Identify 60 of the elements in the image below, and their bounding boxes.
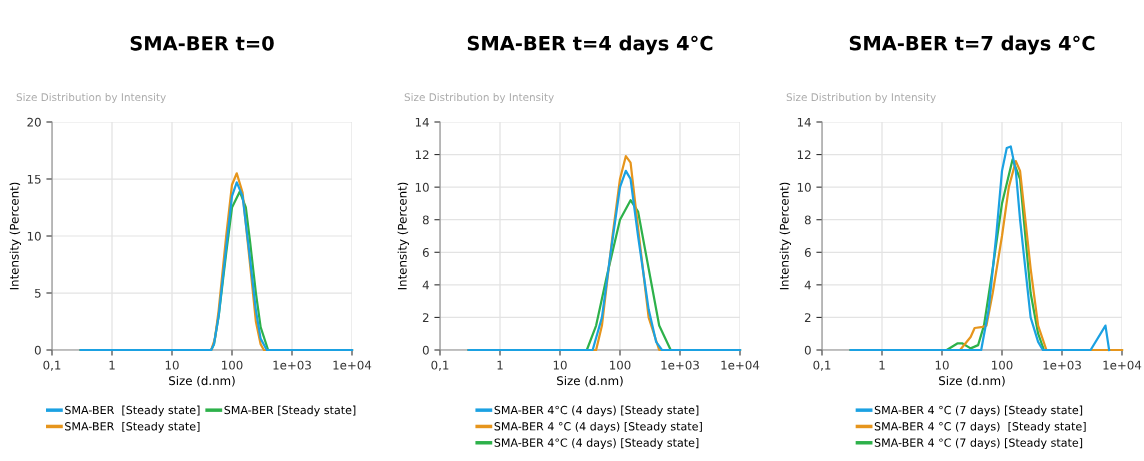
- x-tick-label: 1e+03: [1043, 360, 1081, 370]
- chart-title: SMA-BER t=4 days 4°C: [467, 35, 713, 55]
- legend-label: SMA-BER 4 °C (4 days) [Steady state]: [494, 421, 702, 433]
- chart-subtitle: Size Distribution by Intensity: [16, 93, 166, 104]
- y-tick-label: 10: [415, 182, 429, 192]
- x-tick-label: 1e+03: [273, 360, 311, 370]
- x-tick-label: 100: [222, 360, 243, 370]
- legend-label: SMA-BER 4°C (4 days) [Steady state]: [494, 438, 699, 449]
- x-tick-label: 10: [165, 360, 179, 370]
- y-tick-label: 0: [804, 345, 811, 355]
- y-tick-label: 4: [422, 280, 429, 290]
- y-tick-label: 8: [804, 215, 811, 225]
- y-tick-label: 20: [27, 117, 41, 127]
- chart-title: SMA-BER t=7 days 4°C: [849, 35, 1095, 55]
- y-tick-label: 0: [34, 345, 41, 355]
- chart-title: SMA-BER t=0: [130, 35, 274, 51]
- x-axis-title: Size (d.nm): [169, 376, 235, 387]
- y-tick-label: 12: [415, 150, 429, 160]
- y-axis-title: Intensity (Percent): [397, 182, 410, 290]
- y-tick-label: 2: [422, 313, 429, 322]
- x-tick-label: 0,1: [813, 360, 831, 371]
- x-tick-label: 1: [109, 360, 115, 370]
- x-tick-label: 1e+04: [721, 360, 760, 370]
- legend-label: SMA-BER [Steady state]: [65, 421, 200, 433]
- chart-subtitle: Size Distribution by Intensity: [404, 93, 554, 104]
- y-tick-label: 12: [797, 150, 811, 160]
- legend-label: SMA-BER [Steady state]: [65, 405, 200, 417]
- chart-subtitle: Size Distribution by Intensity: [786, 93, 936, 104]
- y-tick-label: 14: [797, 117, 811, 127]
- x-tick-label: 10: [553, 360, 567, 370]
- y-tick-label: 2: [804, 313, 811, 322]
- legend-label: SMA-BER 4 °C (7 days) [Steady state]: [874, 405, 1083, 417]
- legend-label: SMA-BER [Steady state]: [224, 405, 356, 417]
- y-tick-label: 6: [804, 248, 811, 257]
- x-tick-label: 1: [879, 360, 885, 370]
- x-axis-title: Size (d.nm): [557, 376, 623, 387]
- x-tick-label: 0,1: [431, 360, 449, 371]
- y-tick-label: 8: [422, 215, 429, 225]
- y-tick-label: 6: [422, 248, 429, 257]
- x-tick-label: 1: [497, 360, 503, 370]
- y-tick-label: 14: [415, 117, 429, 127]
- y-axis-title: Intensity (Percent): [9, 182, 22, 290]
- y-tick-label: 4: [804, 280, 811, 290]
- x-tick-label: 1e+03: [661, 360, 699, 370]
- legend-label: SMA-BER 4°C (4 days) [Steady state]: [494, 405, 699, 417]
- y-tick-label: 5: [34, 288, 41, 298]
- x-tick-label: 100: [610, 360, 631, 370]
- y-tick-label: 0: [422, 345, 429, 355]
- x-tick-label: 1e+04: [333, 360, 372, 370]
- y-axis-title: Intensity (Percent): [779, 182, 792, 290]
- x-tick-label: 10: [935, 360, 949, 370]
- x-tick-label: 1e+04: [1103, 360, 1142, 370]
- x-tick-label: 100: [992, 360, 1013, 370]
- x-tick-label: 0,1: [43, 360, 61, 371]
- x-axis-title: Size (d.nm): [939, 376, 1005, 387]
- y-tick-label: 10: [797, 182, 811, 192]
- y-tick-label: 15: [27, 174, 41, 184]
- y-tick-label: 10: [27, 231, 41, 241]
- legend-label: SMA-BER 4 °C (7 days) [Steady state]: [874, 421, 1086, 433]
- legend-label: SMA-BER 4 °C (7 days) [Steady state]: [874, 438, 1083, 449]
